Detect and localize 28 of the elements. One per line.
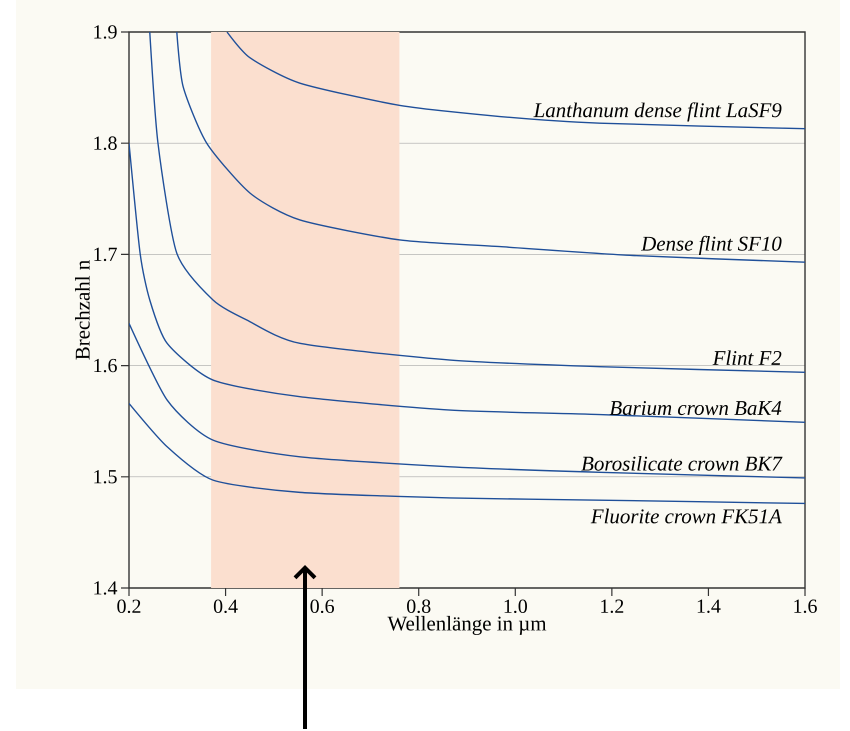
- series-label: Barium crown BaK4: [610, 401, 782, 416]
- line-series: [149, 32, 806, 373]
- y-tick-label: 1.5: [94, 470, 117, 484]
- x-tick-label: 0.2: [117, 600, 140, 614]
- y-tick-label: 1.6: [94, 358, 117, 372]
- line-series: [129, 322, 806, 479]
- series-label: Lanthanum dense flint LaSF9: [533, 102, 782, 122]
- x-tick-label: 0.4: [214, 600, 238, 614]
- series-label: Flint F2: [712, 350, 782, 366]
- line-series: [176, 32, 806, 263]
- y-axis-title: Brechzahl n: [75, 260, 90, 360]
- series-label: Borosilicate crown BK7: [581, 456, 783, 471]
- x-tick-label: 0.6: [310, 600, 334, 614]
- y-tick-label: 1.8: [94, 136, 117, 150]
- line-series: [226, 32, 806, 130]
- x-tick-label: 1.6: [794, 600, 817, 613]
- line-series: [129, 142, 806, 424]
- y-tick-label: 1.9: [94, 25, 117, 39]
- series-label: Dense flint SF10: [640, 236, 782, 255]
- line-series: [129, 402, 806, 504]
- series-label: Fluorite crown FK51A: [590, 508, 782, 524]
- x-tick-label: 1.2: [601, 600, 624, 613]
- x-tick-label: 0.8: [407, 600, 430, 614]
- y-tick-label: 1.7: [94, 248, 117, 262]
- x-tick-label: 1.0: [504, 600, 527, 614]
- x-tick-label: 1.4: [698, 600, 721, 613]
- y-tick-label: 1.4: [94, 581, 118, 595]
- x-axis-title: Wellenlänge in µm: [387, 616, 546, 635]
